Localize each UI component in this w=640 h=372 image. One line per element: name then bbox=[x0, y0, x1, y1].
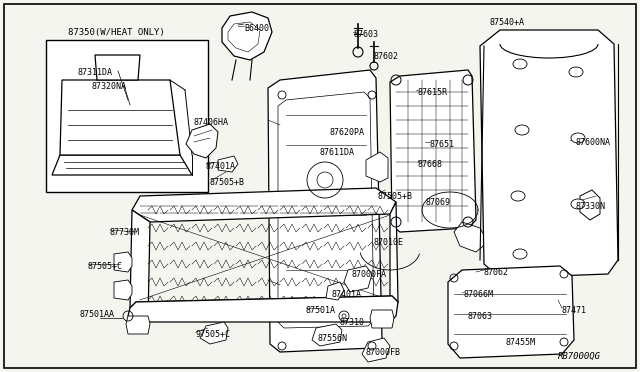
Polygon shape bbox=[390, 202, 398, 314]
Text: 87010E: 87010E bbox=[374, 238, 404, 247]
Polygon shape bbox=[126, 316, 150, 334]
Text: 87505+B: 87505+B bbox=[210, 178, 245, 187]
Polygon shape bbox=[130, 296, 398, 320]
Text: 87000FB: 87000FB bbox=[366, 348, 401, 357]
Polygon shape bbox=[390, 70, 476, 232]
Polygon shape bbox=[114, 252, 132, 272]
Polygon shape bbox=[362, 338, 390, 362]
Polygon shape bbox=[326, 282, 344, 300]
Polygon shape bbox=[312, 324, 342, 346]
Polygon shape bbox=[366, 152, 388, 182]
Text: 87505+B: 87505+B bbox=[378, 192, 413, 201]
Text: 87455M: 87455M bbox=[506, 338, 536, 347]
Text: 87505+C: 87505+C bbox=[88, 262, 123, 271]
Text: 87501A: 87501A bbox=[306, 306, 336, 315]
Text: 97505+C: 97505+C bbox=[196, 330, 231, 339]
Polygon shape bbox=[95, 55, 140, 80]
Text: 87062: 87062 bbox=[484, 268, 509, 277]
Text: 87330N: 87330N bbox=[575, 202, 605, 211]
Text: 87615R: 87615R bbox=[418, 88, 448, 97]
Polygon shape bbox=[128, 296, 398, 322]
Text: RB7000QG: RB7000QG bbox=[558, 352, 601, 361]
Ellipse shape bbox=[513, 249, 527, 259]
Polygon shape bbox=[454, 222, 488, 252]
Text: 87401A: 87401A bbox=[332, 290, 362, 299]
Ellipse shape bbox=[569, 67, 583, 77]
Text: 87066M: 87066M bbox=[464, 290, 494, 299]
Text: 87651: 87651 bbox=[430, 140, 455, 149]
Polygon shape bbox=[114, 280, 132, 300]
Ellipse shape bbox=[571, 199, 585, 209]
Polygon shape bbox=[222, 12, 272, 60]
Text: 87401A: 87401A bbox=[206, 162, 236, 171]
Polygon shape bbox=[278, 92, 374, 328]
Polygon shape bbox=[370, 310, 394, 328]
Text: 87069: 87069 bbox=[426, 198, 451, 207]
Polygon shape bbox=[580, 190, 600, 220]
Text: 87320NA: 87320NA bbox=[92, 82, 127, 91]
Polygon shape bbox=[60, 80, 180, 155]
Text: 87406HA: 87406HA bbox=[194, 118, 229, 127]
Text: 87668: 87668 bbox=[418, 160, 443, 169]
Text: 87611DA: 87611DA bbox=[320, 148, 355, 157]
Polygon shape bbox=[344, 266, 372, 292]
Ellipse shape bbox=[511, 191, 525, 201]
Ellipse shape bbox=[515, 125, 529, 135]
Text: 87602: 87602 bbox=[374, 52, 399, 61]
Text: 87350(W/HEAT ONLY): 87350(W/HEAT ONLY) bbox=[68, 28, 164, 37]
Text: 87730M: 87730M bbox=[110, 228, 140, 237]
Polygon shape bbox=[130, 210, 150, 320]
Polygon shape bbox=[52, 155, 192, 175]
Text: 87063: 87063 bbox=[468, 312, 493, 321]
Polygon shape bbox=[218, 156, 238, 172]
Text: 87620PA: 87620PA bbox=[330, 128, 365, 137]
Polygon shape bbox=[268, 70, 382, 352]
Text: 87501AA: 87501AA bbox=[80, 310, 115, 319]
Polygon shape bbox=[200, 322, 228, 344]
Text: B6400: B6400 bbox=[244, 24, 269, 33]
Polygon shape bbox=[132, 188, 396, 222]
Text: 87600NA: 87600NA bbox=[576, 138, 611, 147]
Ellipse shape bbox=[513, 59, 527, 69]
Polygon shape bbox=[448, 266, 574, 358]
Text: 87311DA: 87311DA bbox=[78, 68, 113, 77]
Text: 87471: 87471 bbox=[562, 306, 587, 315]
Text: 87540+A: 87540+A bbox=[490, 18, 525, 27]
Text: 87603: 87603 bbox=[353, 30, 378, 39]
Ellipse shape bbox=[571, 133, 585, 143]
Text: 87556N: 87556N bbox=[318, 334, 348, 343]
Polygon shape bbox=[228, 22, 260, 52]
Polygon shape bbox=[480, 30, 618, 278]
Polygon shape bbox=[186, 124, 218, 158]
Text: 87000FA: 87000FA bbox=[352, 270, 387, 279]
Text: 87310: 87310 bbox=[340, 318, 365, 327]
Bar bbox=[46, 40, 208, 192]
